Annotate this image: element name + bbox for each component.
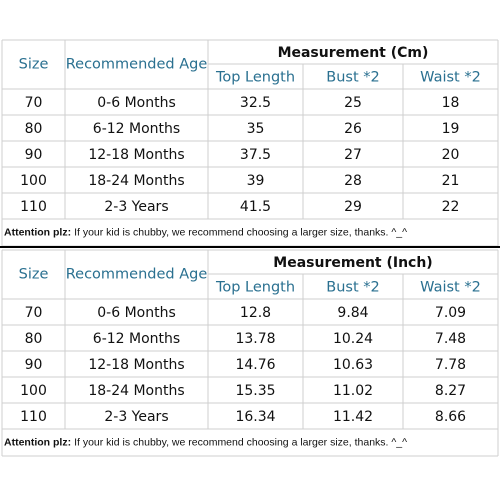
cell: 12-18 Months [88, 357, 184, 373]
age-header: Recommended Age [66, 267, 208, 283]
cell: 19 [442, 121, 460, 137]
cell: 70 [25, 95, 43, 111]
cell: 26 [344, 121, 362, 137]
cell: 35 [247, 121, 265, 137]
cell: 7.78 [435, 357, 466, 373]
cell: 18-24 Months [88, 173, 184, 189]
cell: 21 [442, 173, 460, 189]
cell: 18 [442, 95, 460, 111]
cell: 7.09 [435, 305, 466, 321]
cell: 32.5 [240, 95, 271, 111]
size-header: Size [19, 57, 49, 73]
cell: 10.63 [333, 357, 373, 373]
cell: 8.27 [435, 383, 466, 399]
note-text: If your kid is chubby, we recommend choo… [74, 436, 407, 448]
column-header: Top Length [215, 280, 295, 296]
cell: 8.66 [435, 409, 466, 425]
cell: 25 [344, 95, 362, 111]
cell: 10.24 [333, 331, 373, 347]
cell: 22 [442, 199, 460, 215]
cell: 27 [344, 147, 362, 163]
cell: 11.02 [333, 383, 373, 399]
cell: 110 [20, 199, 47, 215]
cell: 11.42 [333, 409, 373, 425]
cell: 6-12 Months [93, 331, 180, 347]
cell: 80 [25, 331, 43, 347]
attention-note: Attention plz: If your kid is chubby, we … [4, 436, 407, 448]
cell: 100 [20, 173, 47, 189]
cell: 41.5 [240, 199, 271, 215]
cell: 28 [344, 173, 362, 189]
cell: 39 [247, 173, 265, 189]
measurement-header: Measurement (Inch) [273, 255, 432, 271]
cell: 6-12 Months [93, 121, 180, 137]
size-header: Size [19, 267, 49, 283]
cell: 80 [25, 121, 43, 137]
note-label: Attention plz: [4, 226, 71, 238]
cell: 16.34 [235, 409, 275, 425]
cell: 13.78 [235, 331, 275, 347]
cell: 0-6 Months [97, 305, 176, 321]
cell: 29 [344, 199, 362, 215]
cell: 20 [442, 147, 460, 163]
measurement-header: Measurement (Cm) [278, 45, 429, 61]
age-header: Recommended Age [66, 57, 208, 73]
note-label: Attention plz: [4, 436, 71, 448]
cell: 2-3 Years [104, 199, 168, 215]
cell: 9.84 [337, 305, 368, 321]
column-header: Waist *2 [420, 70, 481, 86]
cell: 14.76 [235, 357, 275, 373]
cell: 7.48 [435, 331, 466, 347]
cell: 37.5 [240, 147, 271, 163]
cell: 2-3 Years [104, 409, 168, 425]
cell: 12-18 Months [88, 147, 184, 163]
cell: 70 [25, 305, 43, 321]
cell: 90 [25, 357, 43, 373]
attention-note: Attention plz: If your kid is chubby, we … [4, 226, 407, 238]
cell: 15.35 [235, 383, 275, 399]
cell: 0-6 Months [97, 95, 176, 111]
column-header: Bust *2 [326, 280, 379, 296]
cell: 90 [25, 147, 43, 163]
cell: 100 [20, 383, 47, 399]
cell: 18-24 Months [88, 383, 184, 399]
cell: 110 [20, 409, 47, 425]
cell: 12.8 [240, 305, 271, 321]
column-header: Top Length [215, 70, 295, 86]
note-text: If your kid is chubby, we recommend choo… [74, 226, 407, 238]
column-header: Waist *2 [420, 280, 481, 296]
column-header: Bust *2 [326, 70, 379, 86]
